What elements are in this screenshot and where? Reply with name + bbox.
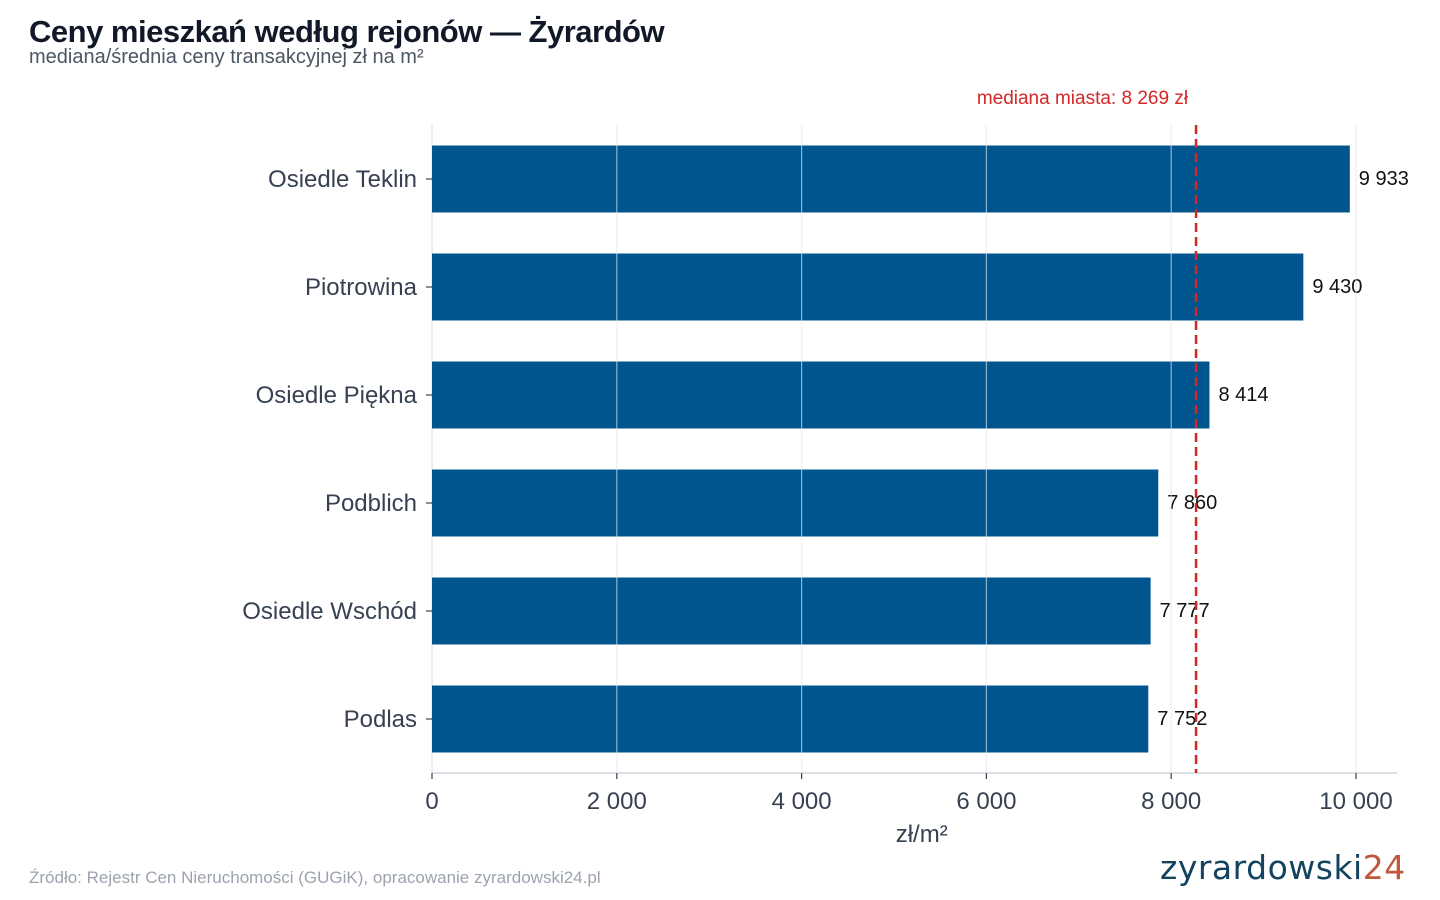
category-label: Osiedle Teklin (268, 166, 417, 193)
logo-text: zyrardowski (1160, 848, 1363, 887)
value-label: 8 414 (1218, 384, 1268, 406)
value-label: 9 430 (1312, 276, 1362, 298)
value-label: 7 777 (1160, 600, 1210, 622)
bar (432, 577, 1151, 645)
site-logo: zyrardowski24 (1160, 848, 1406, 887)
bar (432, 145, 1350, 213)
bar (432, 253, 1304, 321)
category-label: Osiedle Wschód (242, 598, 417, 625)
median-label: mediana miasta: 8 269 zł (977, 88, 1189, 109)
x-tick-label: 0 (425, 788, 438, 815)
chart-subtitle: mediana/średnia ceny transakcyjnej zł na… (29, 46, 424, 68)
value-label: 9 933 (1359, 168, 1409, 190)
category-label: Podblich (325, 490, 417, 517)
x-axis-label: zł/m² (896, 821, 948, 848)
bar (432, 361, 1210, 429)
category-label: Osiedle Piękna (256, 382, 418, 409)
x-tick-label: 2 000 (587, 788, 647, 815)
x-tick-label: 8 000 (1141, 788, 1201, 815)
x-tick-label: 4 000 (772, 788, 832, 815)
bar (432, 469, 1159, 537)
category-label: Podlas (344, 706, 417, 733)
chart-title: Ceny mieszkań według rejonów — Żyrardów (29, 14, 665, 49)
logo-number: 24 (1362, 848, 1406, 887)
category-label: Piotrowina (305, 274, 418, 301)
value-label: 7 752 (1157, 708, 1207, 730)
value-label: 7 860 (1167, 492, 1217, 514)
bar (432, 685, 1149, 753)
x-tick-label: 10 000 (1319, 788, 1392, 815)
source-note: Źródło: Rejestr Cen Nieruchomości (GUGiK… (29, 868, 601, 887)
x-tick-label: 6 000 (956, 788, 1016, 815)
